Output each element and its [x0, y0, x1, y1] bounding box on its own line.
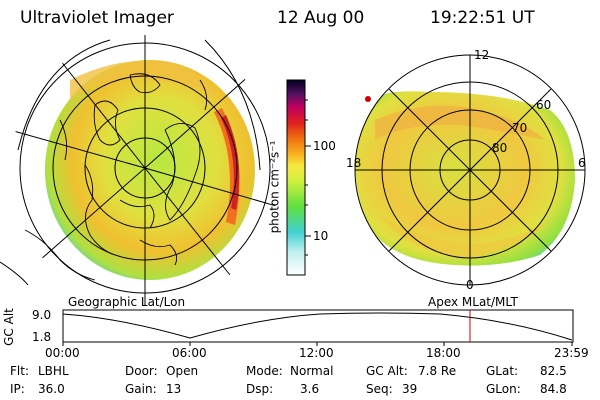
mode-value: Normal: [290, 364, 334, 378]
time-label: 19:22:51 UT: [430, 8, 535, 28]
polar-image: [355, 91, 575, 266]
timeline-tick-3: 18:00: [426, 346, 461, 360]
gcalt-value: 7.8 Re: [418, 364, 457, 378]
flt-value: LBHL: [38, 364, 69, 378]
glat-value: 82.5: [540, 364, 567, 378]
date-label: 12 Aug 00: [277, 8, 365, 28]
instrument-title: Ultraviolet Imager: [20, 8, 174, 28]
dsp-value: 3.6: [300, 382, 320, 396]
timeline-tick-0: 00:00: [45, 346, 80, 360]
mlt-18-label: 18: [346, 156, 362, 170]
lat-60-label: 60: [536, 98, 552, 112]
apex-panel-label: Apex MLat/MLT: [428, 295, 518, 309]
dsp-label: Dsp:: [246, 382, 274, 396]
seq-value: 39: [402, 382, 418, 396]
altitude-curve: [62, 312, 573, 341]
seq-label: Seq:: [366, 382, 393, 396]
lat-80-label: 80: [492, 141, 508, 155]
ip-value: 36.0: [38, 382, 65, 396]
gain-value: 13: [166, 382, 182, 396]
timeline-y-label: GC Alt: [1, 308, 16, 346]
geographic-image: [10, 35, 280, 305]
timeline-tick-1: 06:00: [172, 346, 207, 360]
ip-label: IP:: [10, 382, 25, 396]
glon-value: 84.8: [540, 382, 567, 396]
gain-label: Gain:: [125, 382, 157, 396]
mlt-6-label: 6: [578, 156, 586, 170]
mode-label: Mode:: [246, 364, 283, 378]
timeline-tick-4: 23:59: [554, 346, 589, 360]
door-value: Open: [166, 364, 199, 378]
timeline-frame: [62, 309, 574, 343]
lat-70-label: 70: [512, 121, 528, 135]
colorbar-unit-label: photon cm⁻²s⁻¹: [267, 140, 282, 234]
mlt-12-label: 12: [474, 48, 490, 62]
timeline-y-max: 9.0: [32, 308, 52, 322]
orbit-arcs: [0, 39, 261, 286]
glon-label: GLon:: [486, 382, 521, 396]
door-label: Door:: [125, 364, 158, 378]
mlt-0-label: 0: [466, 278, 474, 292]
polar-red-spot: [365, 96, 371, 102]
colorbar-ticks: [305, 99, 311, 256]
colorbar-tick-100: 100: [313, 139, 336, 153]
gcalt-label: GC Alt:: [366, 364, 408, 378]
glat-label: GLat:: [486, 364, 519, 378]
geographic-panel-label: Geographic Lat/Lon: [68, 295, 186, 309]
polar-grid: [354, 54, 586, 286]
timeline-ticks: [62, 342, 573, 346]
colorbar: [286, 79, 306, 276]
timeline-tick-2: 12:00: [299, 346, 334, 360]
timeline-y-min: 1.8: [32, 330, 52, 344]
flt-label: Flt:: [10, 364, 29, 378]
colorbar-tick-10: 10: [313, 229, 329, 243]
